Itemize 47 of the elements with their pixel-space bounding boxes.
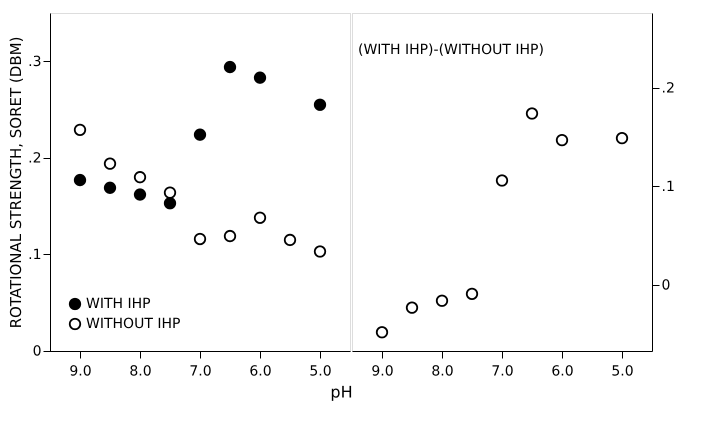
x-tick-label: 9.0 bbox=[69, 364, 92, 380]
point bbox=[104, 182, 116, 194]
point bbox=[314, 245, 326, 258]
point bbox=[254, 72, 266, 84]
x-tick-label: 6.0 bbox=[551, 364, 574, 380]
x-tick-label: 8.0 bbox=[129, 364, 152, 380]
y2-tick-label: 0 bbox=[662, 277, 670, 294]
y2-tick-label: .1 bbox=[662, 178, 675, 195]
point bbox=[284, 234, 296, 246]
x-tick-label: 5.0 bbox=[309, 364, 332, 380]
x-tick-label: 7.0 bbox=[491, 364, 514, 380]
y2-tick-label: .2 bbox=[662, 80, 675, 96]
point bbox=[466, 288, 478, 300]
point bbox=[74, 124, 86, 136]
point bbox=[134, 188, 146, 201]
point bbox=[314, 98, 326, 111]
point bbox=[526, 107, 538, 120]
point bbox=[74, 174, 86, 186]
point bbox=[406, 302, 418, 314]
point bbox=[436, 294, 448, 307]
point bbox=[616, 132, 628, 144]
y-tick-label: .1 bbox=[28, 246, 42, 263]
point bbox=[104, 158, 116, 170]
point bbox=[134, 171, 146, 184]
legend-label: WITH IHP bbox=[86, 296, 151, 312]
annotation: (WITH IHP)-(WITHOUT IHP) bbox=[358, 42, 544, 58]
point bbox=[164, 197, 176, 210]
y-axis-title: ROTATIONAL STRENGTH, SORET (DBM) bbox=[7, 36, 26, 328]
y-tick-label: .3 bbox=[28, 54, 42, 70]
point bbox=[164, 186, 176, 199]
x-tick-label: 8.0 bbox=[431, 364, 454, 380]
y-tick-label: 0 bbox=[32, 344, 42, 360]
point bbox=[194, 128, 206, 141]
point bbox=[254, 212, 266, 224]
legend-label: WITHOUT IHP bbox=[86, 316, 180, 332]
point bbox=[496, 174, 508, 187]
point bbox=[194, 232, 206, 246]
y-tick-label: .2 bbox=[28, 150, 42, 166]
x-axis-title: pH bbox=[330, 382, 353, 402]
point bbox=[224, 60, 236, 74]
x-tick-label: 9.0 bbox=[371, 364, 394, 380]
x-tick-label: 6.0 bbox=[249, 364, 272, 380]
point bbox=[556, 134, 568, 146]
x-tick-label: 7.0 bbox=[189, 364, 212, 380]
point bbox=[376, 326, 388, 338]
point bbox=[224, 230, 236, 242]
x-tick-label: 5.0 bbox=[611, 364, 634, 380]
